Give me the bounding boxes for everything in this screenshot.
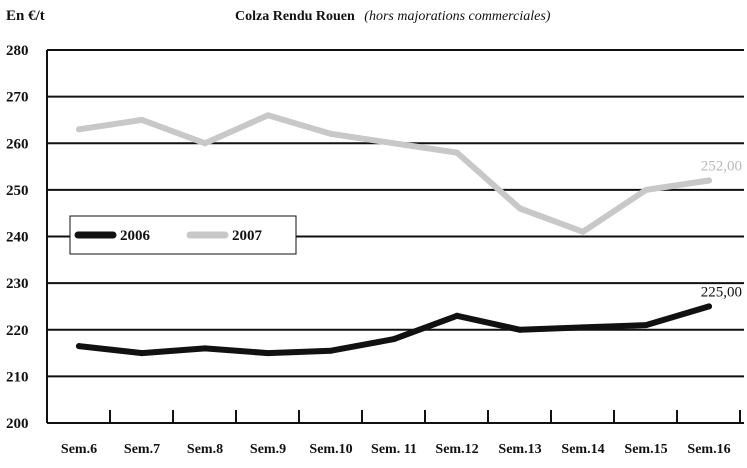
chart-subtitle: (hors majorations commerciales): [364, 9, 551, 24]
end-label-2007: 252,00: [701, 159, 742, 175]
y-tick-label: 240: [6, 230, 29, 246]
legend-label-2007: 2007: [232, 228, 263, 244]
data-point-2006: [202, 345, 208, 352]
x-tick-label: Sem.14: [561, 442, 604, 457]
y-tick-label: 250: [6, 183, 29, 199]
axes: [46, 50, 744, 424]
data-point-2006: [454, 312, 460, 319]
y-tick-label: 280: [6, 43, 29, 59]
data-point-2007: [517, 205, 523, 212]
y-tick-label: 230: [6, 276, 29, 292]
chart-title: Colza Rendu Rouen (hors majorations comm…: [235, 9, 550, 25]
y-tick-labels: 200 210 220 230 240 250 260 270 280: [6, 43, 29, 432]
data-point-2007: [202, 140, 208, 147]
data-point-2006: [643, 322, 649, 329]
data-point-2006: [580, 324, 586, 331]
series-line-2007: [76, 112, 712, 235]
data-point-2007: [454, 149, 460, 156]
legend: 2006 2007: [69, 215, 297, 255]
end-value-labels: 225,00 252,00: [701, 159, 742, 301]
data-point-2007: [580, 228, 586, 235]
data-point-2007: [265, 112, 271, 119]
y-tick-label: 210: [6, 369, 29, 385]
data-point-2007: [76, 126, 82, 133]
x-tick-label: Sem.13: [498, 442, 541, 457]
data-point-2007: [643, 186, 649, 193]
data-point-2007: [139, 116, 145, 123]
data-point-2006: [328, 347, 334, 354]
legend-label-2006: 2006: [120, 228, 151, 244]
x-tick-label: Sem.10: [309, 442, 352, 457]
x-tick-label: Sem.16: [687, 442, 730, 457]
x-tick-label: Sem.8: [187, 442, 223, 457]
y-axis-label: En €/t: [6, 8, 45, 24]
end-label-2006: 225,00: [701, 284, 742, 300]
x-tick-label: Sem.6: [61, 442, 97, 457]
y-tick-label: 260: [6, 136, 29, 152]
data-point-2007: [391, 140, 397, 147]
data-point-2007: [328, 130, 334, 137]
x-tick-label: Sem.15: [624, 442, 667, 457]
x-tick-label: Sem.7: [124, 442, 160, 457]
x-tick-label: Sem. 11: [371, 442, 417, 457]
x-tick-label: Sem.9: [250, 442, 286, 457]
y-tick-label: 200: [6, 416, 29, 432]
x-tick-labels: Sem.6 Sem.7 Sem.8 Sem.9 Sem.10 Sem. 11 Sem.12 S…: [61, 442, 731, 457]
data-point-2006: [517, 326, 523, 333]
data-point-2006: [706, 303, 712, 310]
data-point-2007: [706, 177, 712, 184]
y-tick-label: 220: [6, 323, 29, 339]
x-tick-label: Sem.12: [435, 442, 478, 457]
series-lines: [76, 112, 712, 357]
data-point-2006: [76, 343, 82, 350]
chart-title-main: Colza Rendu Rouen: [235, 9, 355, 24]
data-point-2006: [139, 350, 145, 357]
y-tick-label: 270: [6, 90, 29, 106]
data-point-2006: [391, 336, 397, 343]
data-point-2006: [265, 350, 271, 357]
